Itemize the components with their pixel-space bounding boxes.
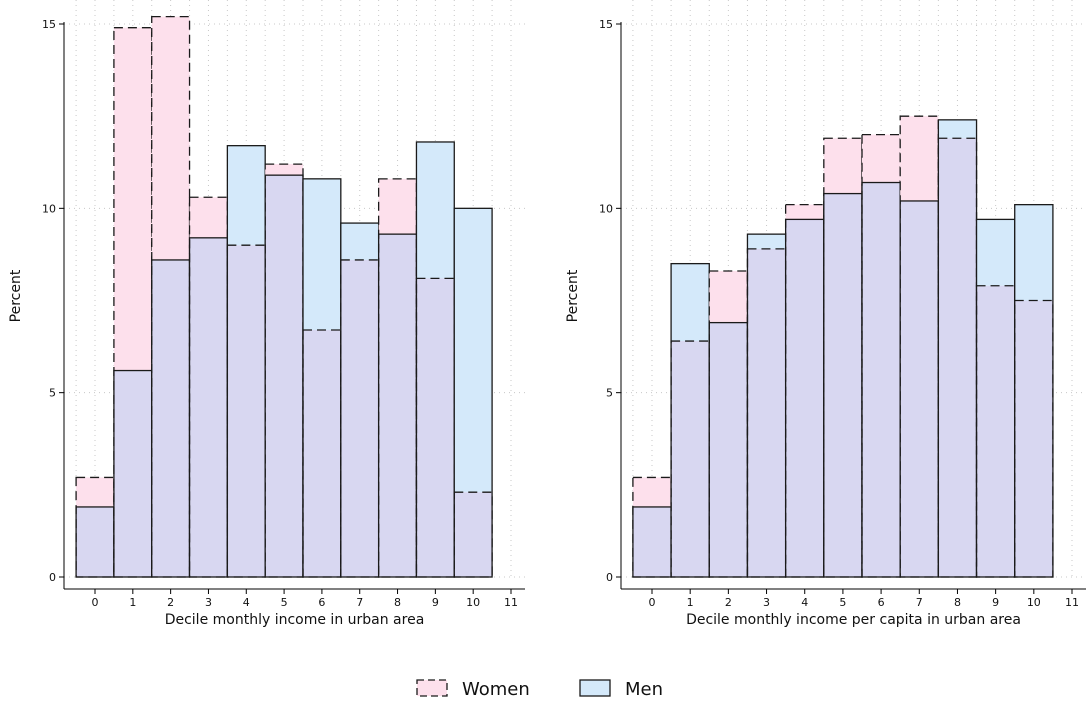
x-tick-label: 0 [649,596,656,609]
bar-overlap [823,193,862,577]
x-tick-label: 11 [1065,596,1079,609]
x-tick-label: 5 [839,596,846,609]
y-axis-title: Percent [8,269,24,322]
bar-overlap [227,245,266,577]
y-tick-label: 0 [49,571,56,584]
bar-exclusive [303,178,341,330]
bar-women [377,178,418,578]
x-tick-label: 9 [432,596,439,609]
bar-exclusive [416,141,455,279]
bar-overlap [1014,300,1053,577]
legend: Women Men [416,679,663,700]
bar-exclusive [265,164,303,176]
x-tick-label: 7 [356,596,363,609]
bar-exclusive [938,119,977,139]
bar-exclusive [454,208,493,493]
bar-overlap [454,492,493,577]
bar-women [1014,299,1054,578]
bar-exclusive [747,234,786,249]
bar-exclusive [671,263,710,342]
legend-swatch-men [579,679,611,697]
bar-exclusive [785,204,824,220]
y-tick-label: 10 [42,202,56,215]
bar-overlap [151,259,190,577]
x-tick-label: 3 [763,596,770,609]
bar-overlap [632,506,672,577]
bar-overlap [416,278,455,577]
bar-exclusive [189,197,228,238]
bar-exclusive [113,27,152,371]
bar-overlap [709,322,748,577]
bar-overlap [189,237,228,577]
bar-exclusive [900,116,939,201]
x-tick-label: 9 [992,596,999,609]
bar-overlap [265,175,303,578]
y-tick-label: 5 [606,387,613,400]
x-tick-label: 3 [205,596,212,609]
bar-overlap [938,138,977,577]
y-tick-label: 0 [606,571,613,584]
x-tick-label: 1 [687,596,694,609]
bar-overlap [862,182,901,577]
bar-exclusive [862,134,901,183]
x-tick-label: 7 [916,596,923,609]
legend-label-men: Men [625,679,663,700]
bar-exclusive [709,271,748,323]
bar-women [453,491,493,578]
bar-exclusive [340,223,379,260]
bar-exclusive [227,145,266,246]
x-tick-label: 5 [281,596,288,609]
bar-overlap [378,234,417,577]
y-tick-label: 15 [42,18,56,31]
bar-overlap [976,285,1015,577]
bar-overlap [76,506,114,577]
bar-overlap [340,259,379,577]
y-axis-title: Percent [565,269,581,322]
y-tick-label: 10 [599,202,613,215]
bar-overlap [303,329,341,577]
x-tick-label: 1 [129,596,136,609]
x-tick-label: 2 [725,596,732,609]
bar-exclusive [378,178,417,235]
bar-women [708,270,749,578]
y-tick-label: 5 [49,387,56,400]
bar-women [151,15,191,578]
x-tick-label: 10 [1027,596,1041,609]
chart-panel-right: 0 5 10 15 0 1 2 3 4 5 6 7 8 9 10 11 Decile monthly incom… [565,0,1086,628]
x-tick-label: 0 [92,596,99,609]
y-tick-label: 15 [599,18,613,31]
bar-exclusive [151,16,190,260]
legend-label-women: Women [462,679,530,700]
legend-swatch-women [416,679,448,697]
x-tick-label: 10 [466,596,480,609]
chart-panel-left: 0 5 10 15 0 1 2 3 4 5 6 7 8 9 10 11 Decile monthly incom… [8,0,525,628]
x-axis-title: Decile monthly income per capita in urba… [686,612,1021,628]
bar-exclusive [823,138,862,194]
bar-exclusive [76,477,114,507]
x-tick-label: 8 [394,596,401,609]
x-tick-label: 11 [504,596,518,609]
bar-overlap [785,219,824,578]
bar-overlap [671,341,710,577]
bar-exclusive [632,477,672,507]
x-tick-label: 6 [318,596,325,609]
bar-overlap [900,200,939,577]
bar-overlap [747,248,786,578]
x-tick-label: 4 [801,596,808,609]
bar-overlap [113,370,152,577]
x-tick-label: 4 [243,596,250,609]
x-tick-label: 2 [167,596,174,609]
x-tick-label: 8 [954,596,961,609]
x-axis-title: Decile monthly income in urban area [165,612,425,628]
x-tick-label: 6 [878,596,885,609]
bar-exclusive [1014,204,1053,301]
bar-exclusive [976,219,1015,286]
